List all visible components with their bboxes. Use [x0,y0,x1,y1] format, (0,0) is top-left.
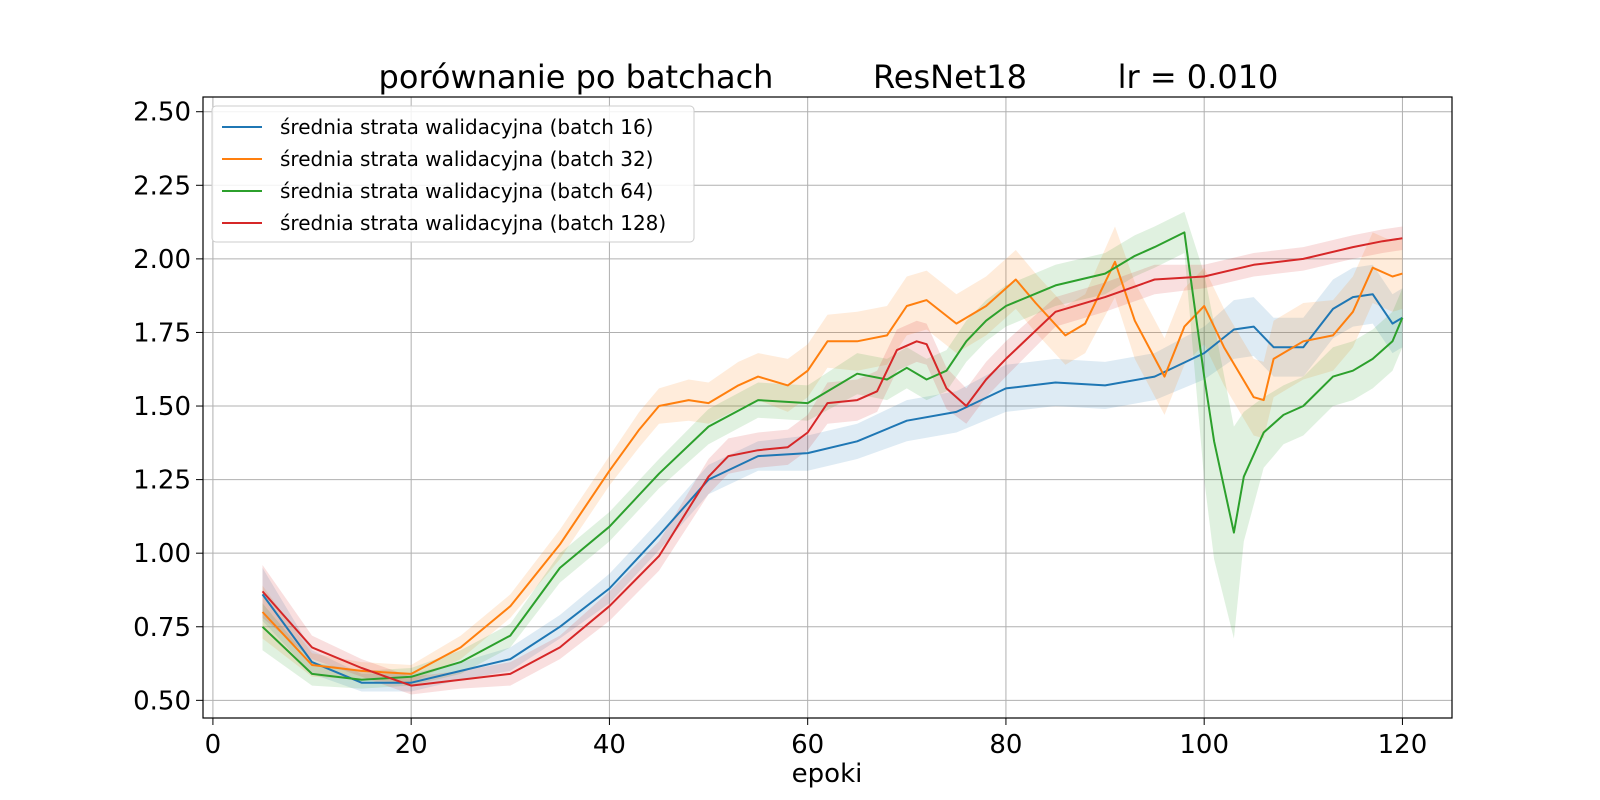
y-tick-label: 1.50 [133,392,191,422]
y-tick-label: 1.00 [133,539,191,569]
series-3-line [261,231,1404,681]
x-axis-label: epoki [792,759,863,789]
y-tick-label: 2.25 [133,171,191,201]
series-2-band [262,226,1403,683]
grid [203,97,1452,718]
y-tick-label: 1.75 [133,318,191,348]
series-1-line [261,293,1403,684]
legend-label-4: średnia strata walidacyjna (batch 128) [280,211,666,235]
x-axis-ticks: 0 20 40 60 80 100 120 [205,718,1428,760]
x-tick-label: 0 [205,730,222,760]
y-tick-label: 0.75 [133,613,191,643]
legend-items: średnia strata walidacyjna (batch 16) śre… [222,115,666,235]
x-tick-label: 120 [1378,730,1428,760]
legend-label-3: średnia strata walidacyjna (batch 64) [280,179,653,203]
y-tick-label: 2.50 [133,98,191,128]
series-lines [261,231,1404,687]
y-tick-label: 1.25 [133,466,191,496]
legend-label-1: średnia strata walidacyjna (batch 16) [280,115,653,139]
y-tick-label: 2.00 [133,245,191,275]
y-tick-label: 0.50 [133,686,191,716]
series-2-line [261,260,1403,675]
x-tick-label: 60 [791,730,824,760]
y-axis-ticks: 0.50 0.75 1.00 1.25 1.50 1.75 2.00 2.25 2.50 [133,98,203,716]
legend-label-2: średnia strata walidacyjna (batch 32) [280,147,653,171]
x-tick-label: 40 [593,730,626,760]
legend-box [211,105,695,243]
plot-frame [202,96,1453,719]
chart-title-model: ResNet18 [873,58,1027,96]
legend: średnia strata walidacyjna (batch 16) śre… [211,105,695,243]
chart-title: porównanie po batchach ResNet18 lr = 0.0… [379,58,1279,96]
chart-title-lr: lr = 0.010 [1118,58,1279,96]
series-1-band [262,264,1403,692]
x-tick-label: 80 [989,730,1022,760]
x-tick-label: 100 [1179,730,1229,760]
confidence-bands [262,211,1403,695]
x-tick-label: 20 [395,730,428,760]
chart-title-comparison: porównanie po batchach [379,58,774,96]
series-4-line [261,237,1403,687]
